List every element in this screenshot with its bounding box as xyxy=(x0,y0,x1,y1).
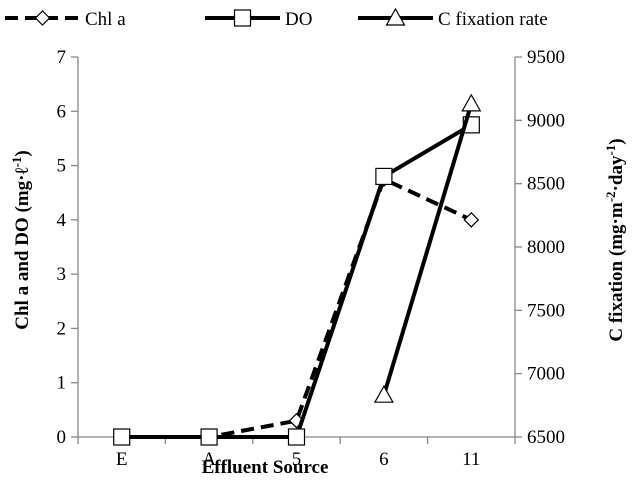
x-tick-label: 11 xyxy=(462,449,480,470)
legend: Chl a DO C fixation rate xyxy=(5,7,548,30)
axes: 0 1 2 3 4 5 6 7 6500 7000 7500 8000 8500 9000 9500 E A 5 6… xyxy=(57,47,566,470)
x-tick-label: E xyxy=(116,449,128,470)
series-layer xyxy=(113,93,482,446)
data-point xyxy=(113,428,131,446)
series-line xyxy=(121,177,473,439)
y-left-tick-label: 6 xyxy=(57,101,67,122)
series-line xyxy=(381,103,474,396)
legend-item: DO xyxy=(205,9,312,30)
legend-marker xyxy=(385,7,406,26)
data-point xyxy=(373,384,394,403)
y-right-tick-label: 9000 xyxy=(527,110,565,131)
y-right-tick-label: 6500 xyxy=(527,427,565,448)
y-right-tick-label: 7500 xyxy=(527,300,565,321)
y-right-tick-label: 9500 xyxy=(527,47,565,68)
y-left-tick-label: 5 xyxy=(57,156,67,177)
y-axis-right-title: C fixation (mg·m-2·day-1) xyxy=(603,138,628,341)
legend-label: Chl a xyxy=(85,9,126,30)
series-do xyxy=(113,116,480,446)
x-axis-title: Effluent Source xyxy=(202,457,329,478)
legend-label: DO xyxy=(285,9,312,30)
y-axis-left-title: Chl a and DO (mg·ℓ-1) xyxy=(9,150,34,330)
data-point xyxy=(200,428,218,446)
x-tick-label: 5 xyxy=(292,449,302,470)
x-tick-label: 6 xyxy=(379,449,389,470)
legend-item: C fixation rate xyxy=(358,7,548,30)
legend-marker xyxy=(233,9,252,27)
legend-item: Chl a xyxy=(5,9,126,30)
legend-marker xyxy=(34,10,51,26)
y-left-tick-label: 2 xyxy=(57,318,67,339)
data-point xyxy=(461,93,482,112)
y-left-tick-label: 7 xyxy=(57,47,67,68)
y-right-tick-label: 7000 xyxy=(527,364,565,385)
data-point xyxy=(463,212,480,228)
series-c-fixation-rate xyxy=(373,93,482,403)
y-right-tick-label: 8500 xyxy=(527,174,565,195)
y-right-tick-label: 8000 xyxy=(527,237,565,258)
x-tick-label: A xyxy=(202,449,216,470)
y-left-tick-label: 4 xyxy=(57,210,67,231)
series-chl-a xyxy=(113,171,480,445)
y-left-tick-label: 3 xyxy=(57,264,67,285)
legend-label: C fixation rate xyxy=(438,9,548,30)
y-left-tick-label: 0 xyxy=(57,427,67,448)
y-left-tick-label: 1 xyxy=(57,373,67,394)
data-point xyxy=(375,167,393,186)
data-point xyxy=(287,428,306,446)
